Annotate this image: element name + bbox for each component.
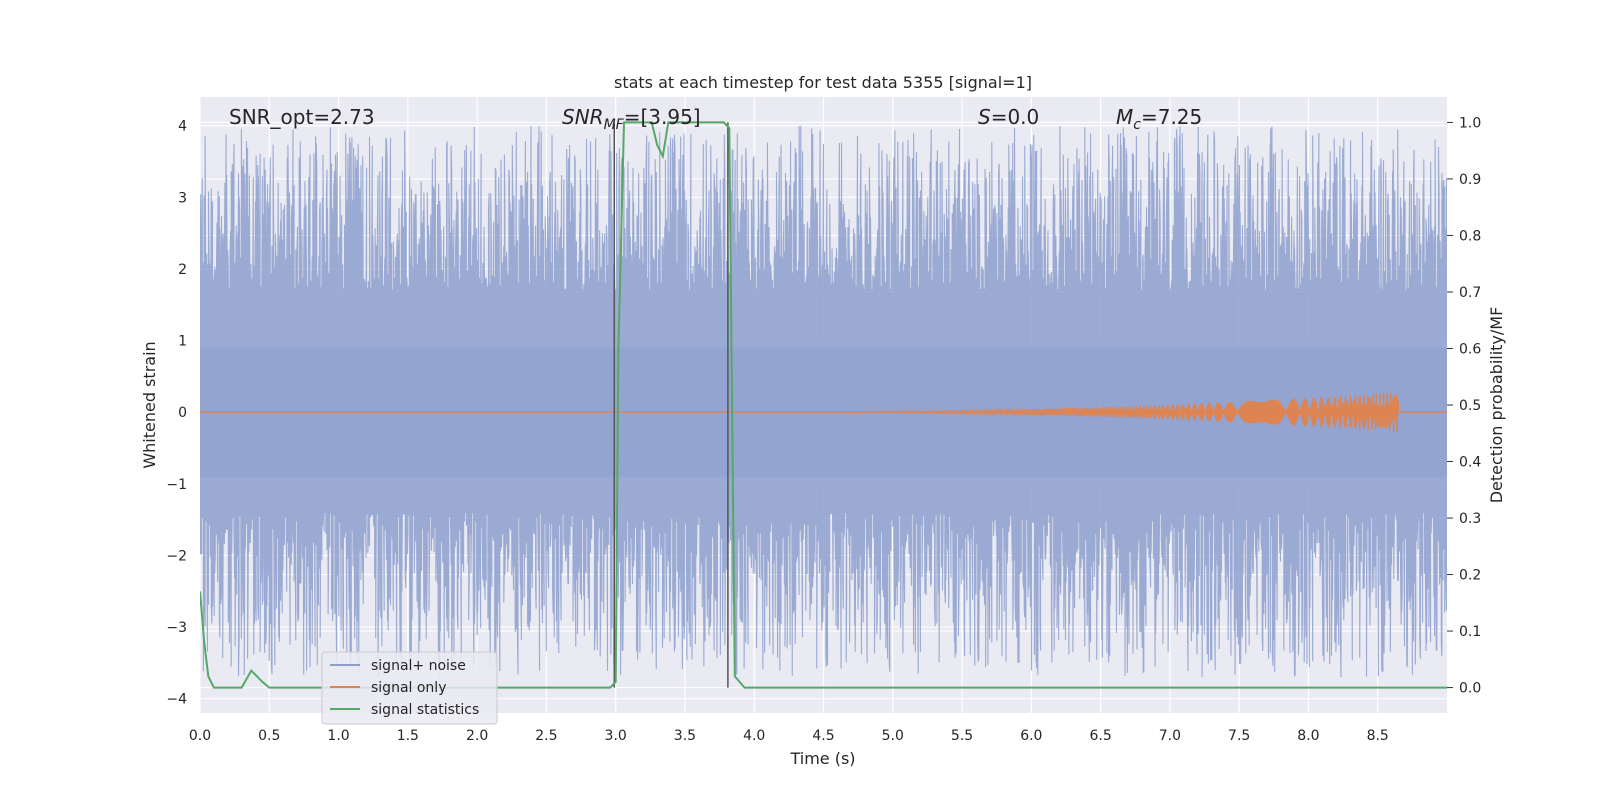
x-tick-label: 5.5: [951, 728, 973, 744]
x-tick-label: 5.0: [882, 728, 904, 744]
x-tick-label: 2.0: [466, 728, 488, 744]
y-right-tick-label: 1.0: [1459, 115, 1481, 131]
annotation-snr-opt: SNR_opt=2.73: [229, 105, 375, 129]
y-right-tick-label: 0.5: [1459, 398, 1481, 414]
y-right-tick-label: 0.9: [1459, 172, 1481, 188]
y-left-tick-labels: −4 −3 −2 −1 0 1 2 3 4: [166, 119, 187, 708]
x-tick-label: 8.5: [1367, 728, 1389, 744]
y-left-tick-label: −3: [166, 620, 187, 636]
chart-title: stats at each timestep for test data 535…: [614, 73, 1032, 92]
annotation-snr-mf: SNRMF=[3.95]: [562, 105, 701, 133]
x-tick-label: 0.5: [258, 728, 280, 744]
x-tick-label: 1.0: [327, 728, 349, 744]
legend-label-signal-noise: signal+ noise: [371, 658, 466, 674]
x-tick-label: 6.5: [1089, 728, 1111, 744]
annotation-s: S=0.0: [978, 105, 1039, 129]
x-tick-label: 7.0: [1159, 728, 1181, 744]
chirp-trace: [200, 392, 1447, 432]
x-axis-label: Time (s): [789, 749, 855, 768]
x-tick-label: 6.0: [1020, 728, 1042, 744]
y-right-tick-label: 0.2: [1459, 568, 1481, 584]
stats-line: [200, 121, 1447, 689]
y-axis-label-right: Detection probability/MF: [1487, 307, 1506, 504]
y-right-tick-labels: 0.0 0.1 0.2 0.3 0.4 0.5 0.6 0.7 0.8 0.9 1.0: [1447, 115, 1481, 697]
y-right-tick-label: 0.8: [1459, 228, 1481, 244]
x-tick-label: 7.5: [1228, 728, 1250, 744]
y-left-tick-label: −1: [166, 477, 187, 493]
y-left-tick-label: 0: [178, 405, 187, 421]
x-tick-label: 4.5: [812, 728, 834, 744]
x-tick-label: 1.5: [397, 728, 419, 744]
y-axis-label-left: Whitened strain: [140, 341, 159, 468]
x-tick-label: 8.0: [1297, 728, 1319, 744]
y-left-tick-label: 3: [178, 190, 187, 206]
x-tick-labels: 0.0 0.5 1.0 1.5 2.0 2.5 3.0 3.5 4.0 4.5 5.0 5.5 6.0 6…: [189, 728, 1389, 744]
legend-label-signal-only: signal only: [371, 680, 446, 696]
x-tick-label: 2.5: [535, 728, 557, 744]
y-right-tick-label: 0.1: [1459, 624, 1481, 640]
y-left-tick-label: 4: [178, 119, 187, 135]
annotation-mc: Mc=7.25: [1116, 105, 1202, 133]
y-right-tick-label: 0.4: [1459, 455, 1481, 471]
legend: signal+ noise signal only signal statist…: [321, 651, 498, 725]
detection-window-lines: [613, 122, 729, 688]
legend-box: [321, 651, 498, 725]
legend-label-signal-statistics: signal statistics: [371, 702, 479, 718]
noise-trace: [200, 125, 1447, 678]
y-left-tick-label: 1: [178, 334, 187, 350]
y-left-tick-label: −2: [166, 548, 187, 564]
x-tick-label: 3.0: [605, 728, 627, 744]
y-right-tick-label: 0.3: [1459, 511, 1481, 527]
series-signal-statistics: [200, 121, 1447, 689]
y-left-tick-label: −4: [166, 692, 187, 708]
x-tick-label: 0.0: [189, 728, 211, 744]
y-right-tick-label: 0.0: [1459, 681, 1481, 697]
x-tick-label: 4.0: [743, 728, 765, 744]
y-right-tick-label: 0.6: [1459, 341, 1481, 357]
x-tick-label: 3.5: [674, 728, 696, 744]
series-signal-only: [200, 392, 1447, 432]
y-left-tick-label: 2: [178, 262, 187, 278]
y-right-tick-label: 0.7: [1459, 285, 1481, 301]
